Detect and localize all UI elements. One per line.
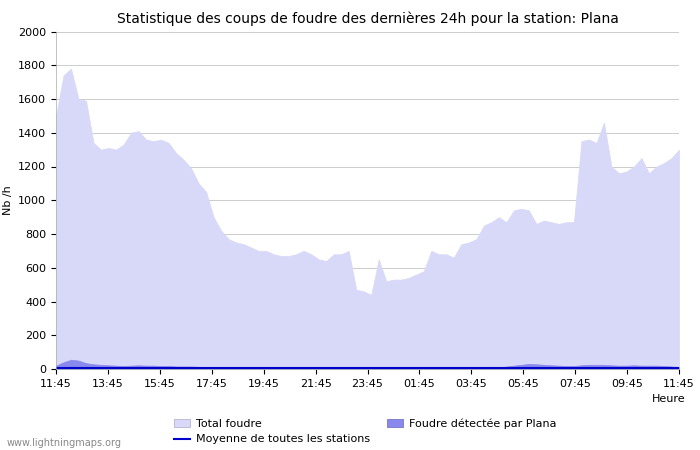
- Y-axis label: Nb /h: Nb /h: [3, 185, 13, 215]
- Text: www.lightningmaps.org: www.lightningmaps.org: [7, 438, 122, 448]
- Text: Heure: Heure: [652, 394, 686, 404]
- Legend: Total foudre, Moyenne de toutes les stations, Foudre détectée par Plana: Total foudre, Moyenne de toutes les stat…: [174, 418, 556, 445]
- Title: Statistique des coups de foudre des dernières 24h pour la station: Plana: Statistique des coups de foudre des dern…: [117, 12, 618, 26]
